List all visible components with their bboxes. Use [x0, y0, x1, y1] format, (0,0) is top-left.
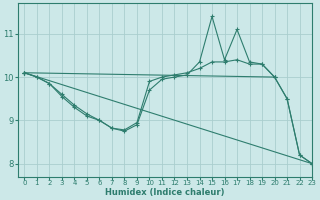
X-axis label: Humidex (Indice chaleur): Humidex (Indice chaleur): [105, 188, 225, 197]
